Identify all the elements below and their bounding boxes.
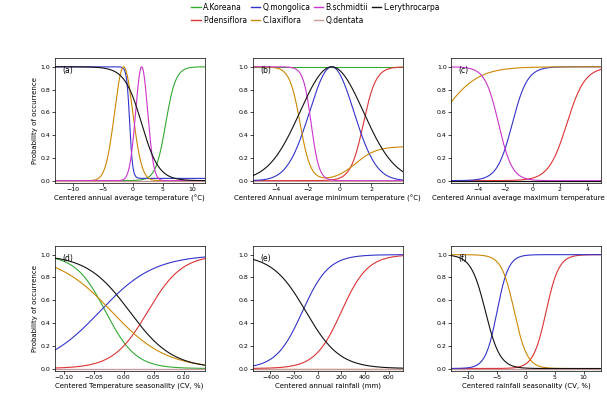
Text: (e): (e)	[260, 254, 271, 263]
Text: (a): (a)	[62, 66, 73, 75]
Text: (c): (c)	[458, 66, 469, 75]
X-axis label: Centered Annual average maximum temperature (°C): Centered Annual average maximum temperat…	[432, 195, 607, 202]
Legend: A.Koreana, P.densiflora, Q.mongolica, C.laxiflora, B.schmidtii, Q.dentata, L.ery: A.Koreana, P.densiflora, Q.mongolica, C.…	[188, 0, 443, 28]
X-axis label: Centered Annual average minimum temperature (°C): Centered Annual average minimum temperat…	[234, 195, 421, 202]
X-axis label: Centered rainfall seasonality (CV, %): Centered rainfall seasonality (CV, %)	[461, 383, 590, 389]
X-axis label: Centered annual average temperature (°C): Centered annual average temperature (°C)	[54, 195, 205, 202]
Y-axis label: Probability of occurrence: Probability of occurrence	[32, 265, 38, 352]
Text: (b): (b)	[260, 66, 271, 75]
Y-axis label: Probability of occurrence: Probability of occurrence	[32, 77, 38, 164]
X-axis label: Centered annual rainfall (mm): Centered annual rainfall (mm)	[275, 383, 381, 389]
Text: (d): (d)	[62, 254, 73, 263]
X-axis label: Centered Temperature seasonality (CV, %): Centered Temperature seasonality (CV, %)	[55, 383, 204, 389]
Text: (f): (f)	[458, 254, 467, 263]
